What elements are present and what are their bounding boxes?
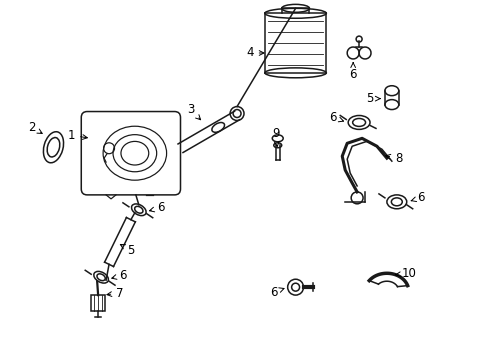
Text: 1: 1 — [67, 129, 87, 142]
Text: 10: 10 — [395, 267, 415, 280]
Text: 9: 9 — [271, 127, 279, 147]
Text: 5: 5 — [120, 244, 134, 257]
Text: 5: 5 — [366, 92, 379, 105]
Text: 6: 6 — [329, 111, 343, 124]
Text: 8: 8 — [385, 152, 402, 165]
Text: 4: 4 — [245, 46, 264, 59]
Text: 7: 7 — [107, 287, 123, 300]
Text: 3: 3 — [186, 103, 200, 120]
Text: 6: 6 — [112, 269, 126, 282]
Text: 6: 6 — [410, 192, 424, 204]
Text: 6: 6 — [269, 285, 284, 299]
Text: 6: 6 — [349, 63, 356, 81]
Text: 6: 6 — [149, 201, 164, 214]
Text: 2: 2 — [28, 121, 42, 134]
